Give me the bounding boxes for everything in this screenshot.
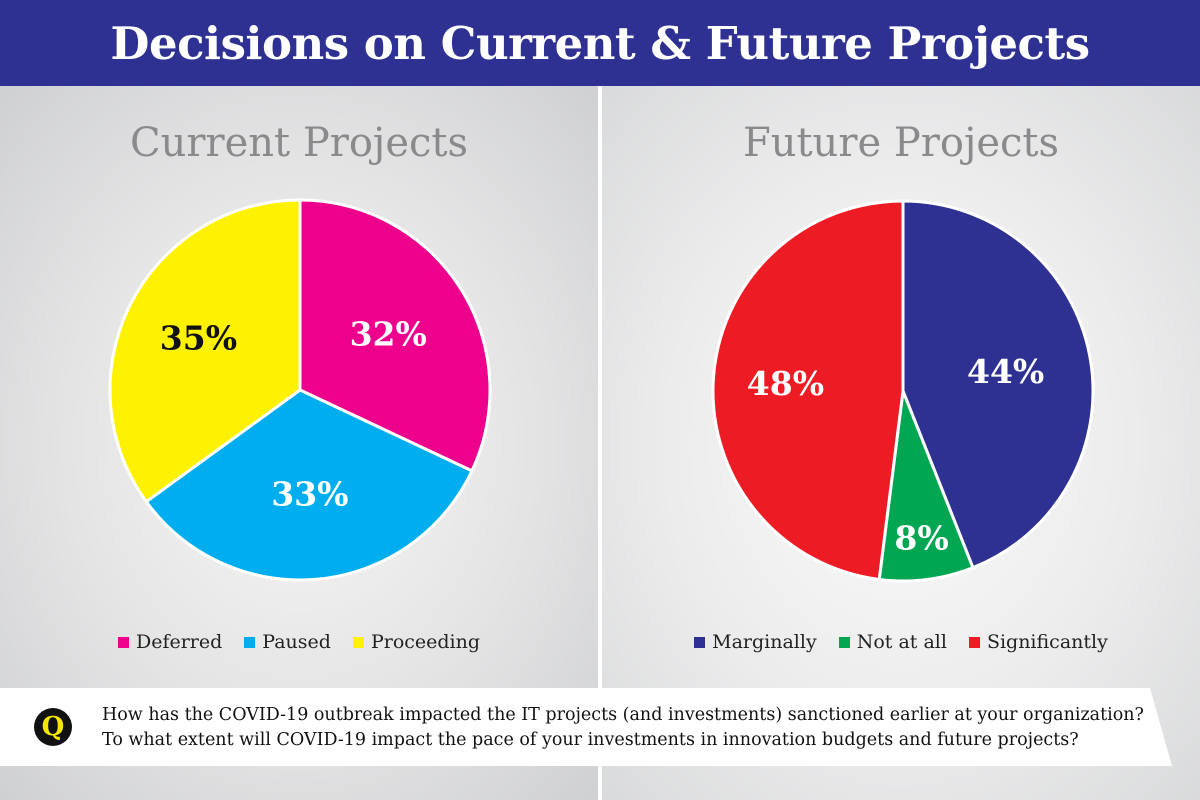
question-text: How has the COVID-19 outbreak impacted t…: [102, 703, 1162, 753]
legend-swatch-deferred: [117, 636, 129, 648]
legend-label-proceeding: Proceeding: [370, 631, 481, 653]
pie-label-paused: 33%: [271, 475, 348, 514]
page-title: Decisions on Current & Future Projects: [110, 16, 1090, 70]
legend-item-paused: Paused: [244, 631, 331, 653]
legend-label-significantly: Significantly: [986, 631, 1108, 653]
legend-swatch-marginally: [694, 636, 706, 648]
legend-swatch-proceeding: [352, 636, 364, 648]
panel-divider: [598, 86, 602, 800]
question-bar: [0, 688, 1172, 766]
legend-item-proceeding: Proceeding: [352, 631, 481, 653]
future-projects-panel: Future Projects 44% 8% 48% Marginally Not …: [602, 86, 1200, 800]
pie-label-not-at-all: 8%: [894, 519, 948, 558]
legend-swatch-paused: [244, 636, 256, 648]
pie-slice-paused: [144, 388, 474, 582]
legend-label-paused: Paused: [262, 631, 331, 653]
legend-label-marginally: Marginally: [712, 631, 817, 653]
legend-label-deferred: Deferred: [135, 631, 223, 653]
pie-label-significantly: 48%: [747, 364, 824, 403]
question-line-1: How has the COVID-19 outbreak impacted t…: [102, 705, 1144, 725]
legend-item-significantly: Significantly: [968, 631, 1108, 653]
question-icon: Q: [34, 708, 72, 746]
legend-swatch-not-at-all: [838, 636, 850, 648]
pie-slice-not-at-all: [877, 389, 975, 583]
legend-label-not-at-all: Not at all: [856, 631, 947, 653]
future-projects-title: Future Projects: [742, 120, 1060, 166]
question-icon-letter: Q: [41, 712, 65, 742]
current-projects-legend: Deferred Paused Proceeding: [0, 631, 598, 653]
legend-item-not-at-all: Not at all: [838, 631, 947, 653]
current-projects-pie: 32% 33% 35%: [108, 198, 492, 582]
question-line-2: To what extent will COVID-19 impact the …: [102, 730, 1079, 750]
pie-slice-marginally: [901, 199, 1095, 570]
pie-slice-significantly: [711, 199, 905, 582]
legend-swatch-significantly: [968, 636, 980, 648]
pie-label-proceeding: 35%: [160, 319, 237, 358]
future-projects-pie: 44% 8% 48%: [711, 199, 1095, 583]
pie-label-marginally: 44%: [967, 352, 1044, 391]
pie-slice-deferred: [298, 198, 492, 473]
header-banner: Decisions on Current & Future Projects: [0, 0, 1200, 86]
current-projects-title: Current Projects: [129, 120, 469, 166]
legend-item-marginally: Marginally: [694, 631, 817, 653]
legend-item-deferred: Deferred: [117, 631, 223, 653]
future-projects-legend: Marginally Not at all Significantly: [602, 631, 1200, 653]
pie-label-deferred: 32%: [350, 315, 427, 354]
current-projects-panel: Current Projects 32% 33% 35% Deferred Paus…: [0, 86, 598, 800]
pie-slice-proceeding: [108, 198, 302, 504]
